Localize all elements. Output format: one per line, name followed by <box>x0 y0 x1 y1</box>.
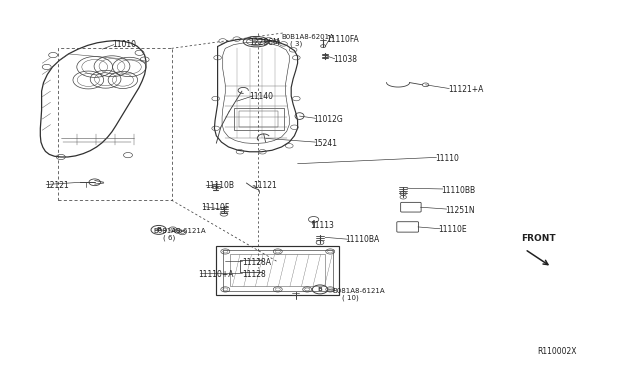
Text: B0B1A8-6201A: B0B1A8-6201A <box>282 34 335 40</box>
Text: 11121: 11121 <box>253 182 276 190</box>
Text: 11012G: 11012G <box>314 115 343 124</box>
Text: 11110E: 11110E <box>438 225 467 234</box>
Text: 11110+A: 11110+A <box>198 270 234 279</box>
Text: ( 10): ( 10) <box>342 294 359 301</box>
Text: B081A8-6121A: B081A8-6121A <box>333 288 385 294</box>
Text: 11140: 11140 <box>250 92 274 101</box>
Bar <box>239 111 278 127</box>
Text: 11010: 11010 <box>112 40 136 49</box>
Bar <box>230 254 325 286</box>
Text: 11110B: 11110B <box>205 182 234 190</box>
Text: FRONT: FRONT <box>522 234 556 243</box>
Text: R110002X: R110002X <box>538 347 577 356</box>
Text: 11110BB: 11110BB <box>442 186 476 195</box>
Text: 12296M: 12296M <box>250 38 280 47</box>
Text: 11128: 11128 <box>242 270 266 279</box>
Text: ( 3): ( 3) <box>290 41 302 47</box>
Text: 11113: 11113 <box>310 221 334 230</box>
Text: B: B <box>156 227 161 232</box>
Text: 11038: 11038 <box>333 55 357 64</box>
Text: ( 6): ( 6) <box>163 234 175 241</box>
Text: 11110FA: 11110FA <box>326 35 359 44</box>
Bar <box>234 108 284 130</box>
Text: 11110BA: 11110BA <box>346 235 380 244</box>
Text: 11251N: 11251N <box>445 206 474 215</box>
Text: 15241: 15241 <box>314 139 338 148</box>
Text: B081A8-6121A: B081A8-6121A <box>154 228 206 234</box>
Text: B: B <box>317 287 323 292</box>
Text: 11110F: 11110F <box>202 203 230 212</box>
Text: 11110: 11110 <box>435 154 459 163</box>
Bar <box>223 250 333 291</box>
Text: 12121: 12121 <box>45 181 68 190</box>
Text: 11128A: 11128A <box>242 258 271 267</box>
Bar <box>216 246 339 295</box>
Text: 11121+A: 11121+A <box>448 85 483 94</box>
